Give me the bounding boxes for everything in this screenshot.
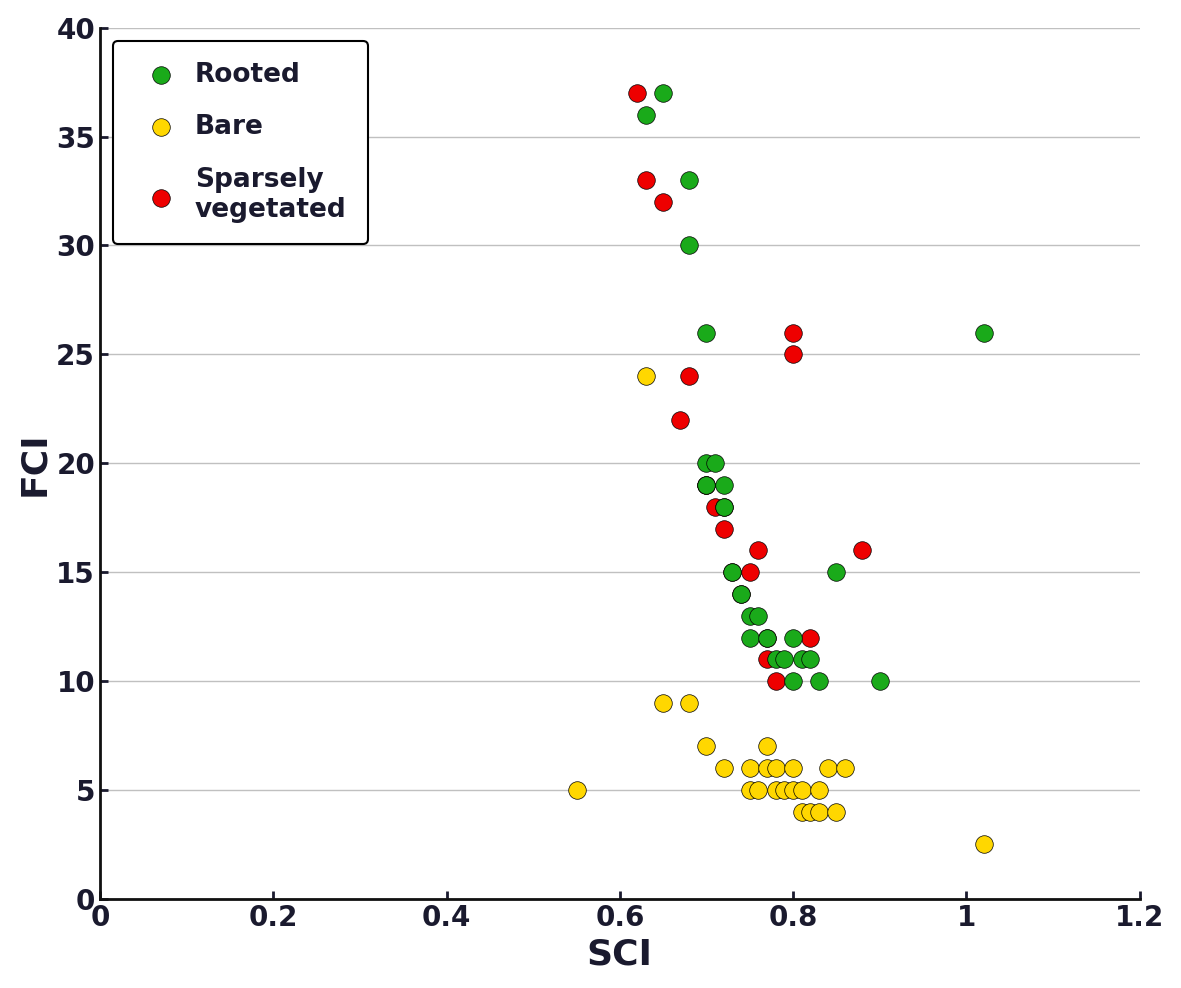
Point [715, 521, 733, 536]
Point [784, 673, 803, 689]
Point [749, 782, 768, 798]
Point [697, 477, 716, 493]
Point [758, 629, 777, 645]
Point [766, 673, 785, 689]
Point [870, 673, 889, 689]
Point [567, 782, 586, 798]
Point [680, 237, 699, 253]
Point [974, 837, 993, 853]
Point [801, 629, 820, 645]
Point [775, 651, 794, 667]
X-axis label: SCI: SCI [587, 938, 653, 971]
Point [723, 564, 742, 580]
Point [697, 477, 716, 493]
Legend: Rooted, Bare, Sparsely
vegetated: Rooted, Bare, Sparsely vegetated [113, 41, 367, 244]
Point [654, 85, 673, 101]
Point [810, 782, 829, 798]
Point [784, 629, 803, 645]
Point [749, 542, 768, 558]
Point [784, 347, 803, 363]
Point [853, 542, 872, 558]
Point [836, 761, 855, 777]
Point [758, 651, 777, 667]
Point [818, 761, 837, 777]
Point [827, 804, 846, 820]
Point [784, 325, 803, 341]
Point [749, 608, 768, 623]
Point [654, 194, 673, 209]
Point [801, 651, 820, 667]
Point [758, 761, 777, 777]
Point [715, 761, 733, 777]
Point [827, 564, 846, 580]
Point [766, 782, 785, 798]
Point [732, 586, 751, 602]
Point [715, 499, 733, 515]
Point [697, 739, 716, 755]
Point [792, 782, 811, 798]
Point [740, 608, 759, 623]
Point [740, 782, 759, 798]
Point [740, 564, 759, 580]
Point [810, 804, 829, 820]
Point [671, 412, 690, 428]
Point [637, 107, 655, 123]
Point [680, 369, 699, 384]
Point [784, 782, 803, 798]
Point [766, 761, 785, 777]
Point [697, 455, 716, 471]
Point [723, 564, 742, 580]
Point [810, 673, 829, 689]
Point [801, 804, 820, 820]
Point [697, 325, 716, 341]
Point [637, 172, 655, 188]
Point [784, 761, 803, 777]
Point [680, 695, 699, 710]
Point [628, 85, 647, 101]
Point [715, 499, 733, 515]
Point [740, 629, 759, 645]
Point [792, 651, 811, 667]
Point [654, 695, 673, 710]
Point [706, 499, 725, 515]
Point [697, 477, 716, 493]
Point [715, 477, 733, 493]
Point [706, 455, 725, 471]
Point [637, 369, 655, 384]
Point [792, 804, 811, 820]
Point [680, 172, 699, 188]
Point [732, 586, 751, 602]
Point [775, 782, 794, 798]
Point [740, 761, 759, 777]
Y-axis label: FCI: FCI [17, 431, 51, 496]
Point [974, 325, 993, 341]
Point [758, 629, 777, 645]
Point [758, 739, 777, 755]
Point [766, 651, 785, 667]
